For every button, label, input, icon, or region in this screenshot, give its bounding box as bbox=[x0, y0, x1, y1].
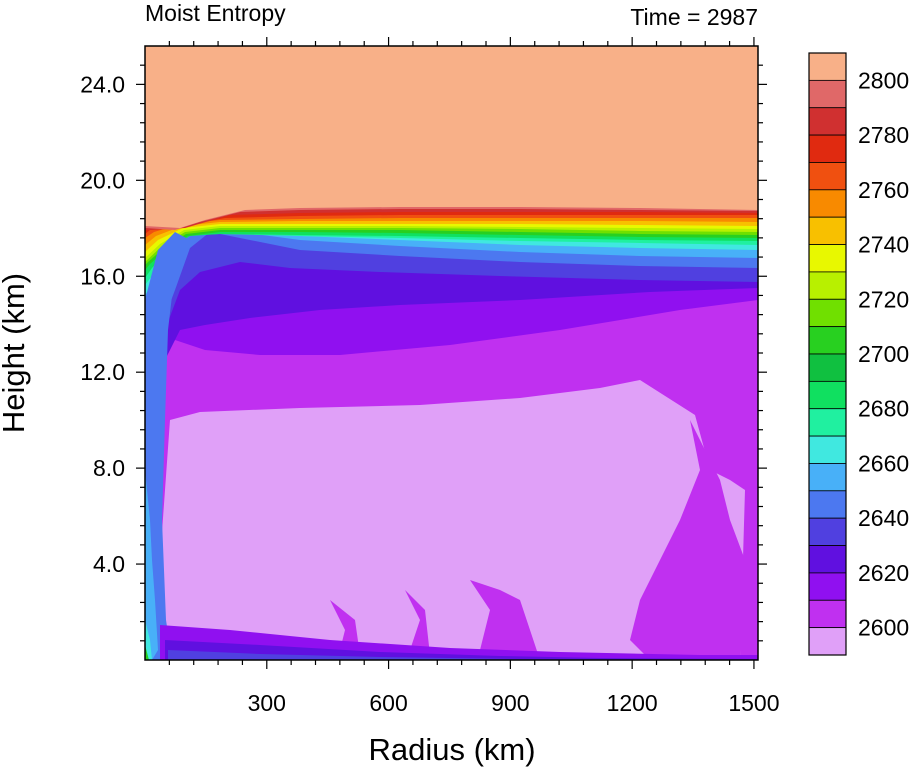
colorbar-swatch bbox=[808, 271, 847, 300]
contour-patch-2610-mid2 bbox=[330, 600, 360, 655]
colorbar: 2600 2620 2640 2660 2680 2700 2720 2740 2760 2780… bbox=[808, 52, 909, 656]
time-label: Time = 2987 bbox=[630, 4, 758, 30]
colorbar-label: 2640 bbox=[858, 505, 909, 531]
colorbar-swatch bbox=[808, 298, 847, 328]
y-tick-label: 12.0 bbox=[80, 359, 125, 385]
colorbar-swatch bbox=[808, 435, 847, 464]
colorbar-label: 2700 bbox=[858, 341, 909, 367]
colorbar-swatch bbox=[808, 79, 847, 109]
colorbar-swatch bbox=[808, 627, 847, 656]
y-tick-label: 20.0 bbox=[80, 167, 125, 193]
contour-patch-2610-mid3 bbox=[405, 590, 430, 655]
y-tick-label: 16.0 bbox=[80, 263, 125, 289]
colorbar-swatch bbox=[808, 353, 847, 382]
colorbar-swatch bbox=[808, 107, 847, 136]
colorbar-label: 2780 bbox=[858, 122, 909, 148]
contour-patch-2610-right bbox=[630, 420, 745, 660]
x-tick-label: 600 bbox=[369, 690, 407, 716]
colorbar-swatch bbox=[808, 326, 847, 355]
colorbar-label: 2740 bbox=[858, 232, 909, 258]
y-axis-ticks: 4.0 8.0 12.0 16.0 20.0 24.0 bbox=[80, 64, 767, 642]
colorbar-swatch bbox=[808, 408, 847, 437]
contour-patch-2610-mid1 bbox=[470, 580, 540, 660]
boundary-layer-2640 bbox=[168, 650, 758, 660]
colorbar-swatch bbox=[808, 463, 847, 492]
colorbar-swatch bbox=[808, 189, 847, 218]
y-tick-label: 24.0 bbox=[80, 71, 125, 97]
colorbar-label: 2660 bbox=[858, 450, 909, 476]
x-tick-label: 300 bbox=[248, 690, 286, 716]
eye-green bbox=[145, 645, 149, 660]
colorbar-swatch bbox=[808, 599, 847, 629]
y-tick-label: 4.0 bbox=[93, 551, 125, 577]
colorbar-swatch bbox=[808, 244, 847, 273]
colorbar-swatch bbox=[808, 517, 847, 546]
colorbar-swatch bbox=[808, 52, 847, 81]
colorbar-label: 2680 bbox=[858, 396, 909, 422]
y-tick-label: 8.0 bbox=[93, 455, 125, 481]
x-axis-ticks: 300 600 900 1200 1500 bbox=[168, 37, 780, 716]
colorbar-swatch bbox=[808, 216, 847, 245]
eyewall-core bbox=[145, 470, 158, 660]
contour-band-2800 bbox=[145, 46, 758, 228]
colorbar-label: 2600 bbox=[858, 615, 909, 641]
colorbar-label: 2760 bbox=[858, 177, 909, 203]
contour-plot bbox=[145, 46, 758, 660]
x-axis-label: Radius (km) bbox=[368, 732, 535, 767]
x-tick-label: 1200 bbox=[607, 690, 658, 716]
colorbar-swatch bbox=[808, 545, 847, 574]
colorbar-frame bbox=[808, 52, 847, 656]
colorbar-swatch bbox=[808, 490, 847, 519]
y-axis-label: Height (km) bbox=[0, 273, 31, 433]
chart-title: Moist Entropy bbox=[145, 0, 286, 26]
colorbar-swatch bbox=[808, 572, 847, 601]
eyewall-inner bbox=[145, 620, 152, 660]
colorbar-label: 2620 bbox=[858, 560, 909, 586]
x-tick-label: 1500 bbox=[728, 690, 779, 716]
eyewall-outer bbox=[145, 232, 190, 660]
colorbar-label: 2800 bbox=[858, 67, 909, 93]
colorbar-swatch bbox=[808, 380, 847, 410]
colorbar-label: 2720 bbox=[858, 286, 909, 312]
boundary-layer-2630 bbox=[165, 640, 758, 660]
colorbar-swatch bbox=[808, 134, 847, 163]
colorbar-swatch bbox=[808, 162, 847, 191]
x-tick-label: 900 bbox=[491, 690, 529, 716]
